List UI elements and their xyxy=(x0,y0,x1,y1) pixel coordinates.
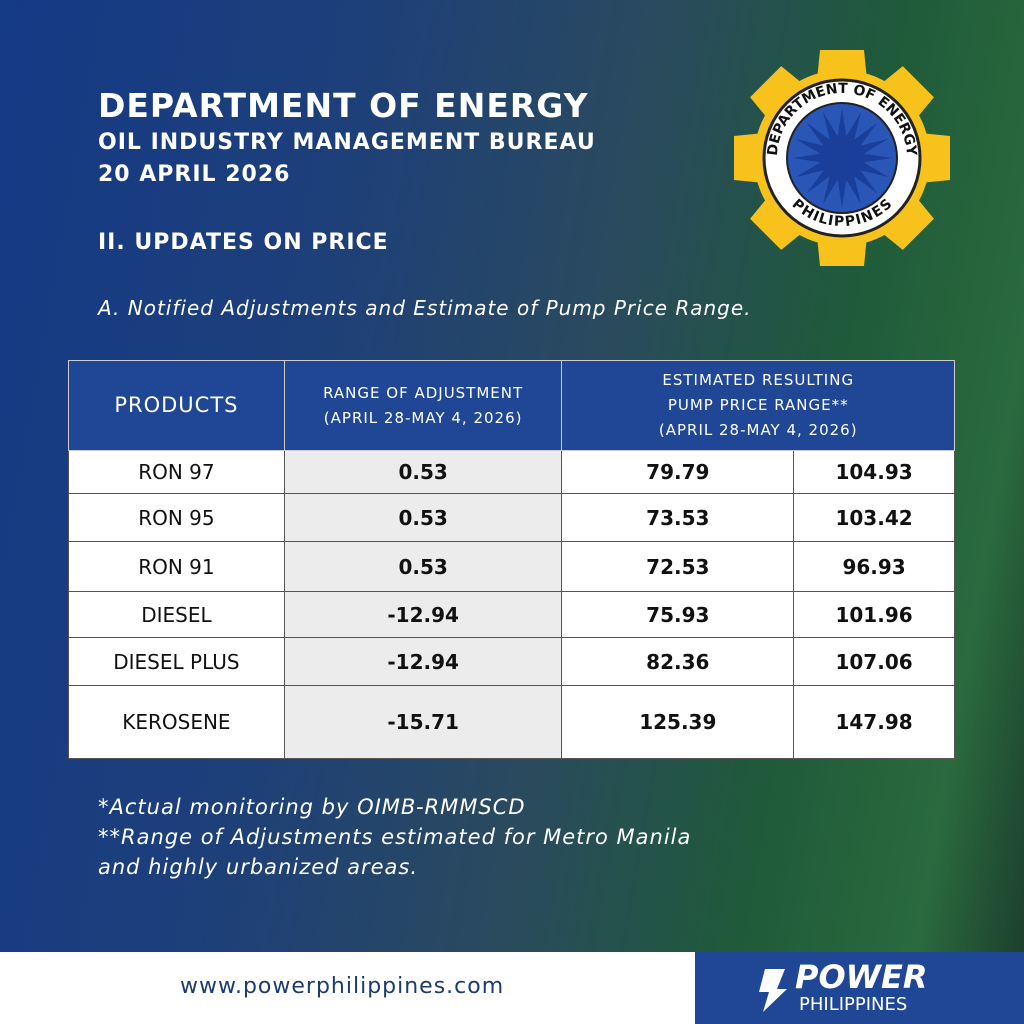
cell: -12.94 xyxy=(283,591,563,638)
seal: DEPARTMENT OF ENERGY PHILIPPINES xyxy=(734,50,950,266)
section-title: II. UPDATES ON PRICE xyxy=(98,230,389,255)
cell: 75.93 xyxy=(561,591,795,638)
footer-right: POWER PHILIPPINES xyxy=(695,952,1024,1024)
header-line: PUMP PRICE RANGE** xyxy=(667,396,849,414)
cell: 72.53 xyxy=(561,541,795,592)
cell: 125.39 xyxy=(561,685,795,759)
cell: KEROSENE xyxy=(68,685,285,759)
cell: 96.93 xyxy=(793,541,955,592)
row: KEROSENE -15.71 125.39 147.98 xyxy=(68,685,955,759)
footer-left: www.powerphilippines.com xyxy=(0,952,695,1024)
row: RON 95 0.53 73.53 103.42 xyxy=(68,493,955,542)
header-line: (APRIL 28-MAY 4, 2026) xyxy=(658,421,858,439)
header-line: PRODUCTS xyxy=(114,393,239,417)
cell: RON 95 xyxy=(68,493,285,542)
note-line: **Range of Adjustments estimated for Met… xyxy=(98,825,692,849)
brand-icon xyxy=(759,969,787,1012)
cell: 103.42 xyxy=(793,493,955,542)
cell: -12.94 xyxy=(283,637,563,686)
row: RON 97 0.53 79.79 104.93 xyxy=(68,450,955,494)
brand-sub: PHILIPPINES xyxy=(799,994,908,1015)
date: 20 APRIL 2026 xyxy=(98,162,291,187)
row: DIESEL -12.94 75.93 101.96 xyxy=(68,591,955,638)
cell: 0.53 xyxy=(283,493,563,542)
cell: 0.53 xyxy=(283,541,563,592)
header-cell: RANGE OF ADJUSTMENT (APRIL 28-MAY 4, 2026… xyxy=(283,360,563,451)
cell: RON 91 xyxy=(68,541,285,592)
subtitle: OIL INDUSTRY MANAGEMENT BUREAU xyxy=(98,130,596,155)
title: DEPARTMENT OF ENERGY xyxy=(98,86,589,125)
cell: 82.36 xyxy=(561,637,795,686)
header-cell: ESTIMATED RESULTING PUMP PRICE RANGE** (AP… xyxy=(561,360,955,451)
subsection: A. Notified Adjustments and Estimate of … xyxy=(98,296,752,320)
row: DIESEL PLUS -12.94 82.36 107.06 xyxy=(68,637,955,686)
star xyxy=(792,108,892,208)
note-line: and highly urbanized areas. xyxy=(98,855,419,879)
note-line: *Actual monitoring by OIMB-RMMSCD xyxy=(98,795,526,819)
cell: DIESEL PLUS xyxy=(68,637,285,686)
footer-url: www.powerphilippines.com xyxy=(180,974,505,999)
header-cell: PRODUCTS xyxy=(68,360,285,451)
cell: 104.93 xyxy=(793,450,955,494)
cell: 0.53 xyxy=(283,450,563,494)
header-line: ESTIMATED RESULTING xyxy=(662,371,855,389)
cell: 73.53 xyxy=(561,493,795,542)
brand: POWER xyxy=(795,958,928,996)
notes: *Actual monitoring by OIMB-RMMSCD **Range… xyxy=(98,792,691,882)
row: RON 91 0.53 72.53 96.93 xyxy=(68,541,955,592)
header-line: RANGE OF ADJUSTMENT xyxy=(323,383,524,402)
cell: -15.71 xyxy=(283,685,563,759)
price-table: PRODUCTS RANGE OF ADJUSTMENT (APRIL 28-MAY… xyxy=(68,360,955,759)
cell: 147.98 xyxy=(793,685,955,759)
cell: DIESEL xyxy=(68,591,285,638)
cell: 107.06 xyxy=(793,637,955,686)
cell: RON 97 xyxy=(68,450,285,494)
header-line: (APRIL 28-MAY 4, 2026) xyxy=(323,408,523,427)
cell: 79.79 xyxy=(561,450,795,494)
cell: 101.96 xyxy=(793,591,955,638)
